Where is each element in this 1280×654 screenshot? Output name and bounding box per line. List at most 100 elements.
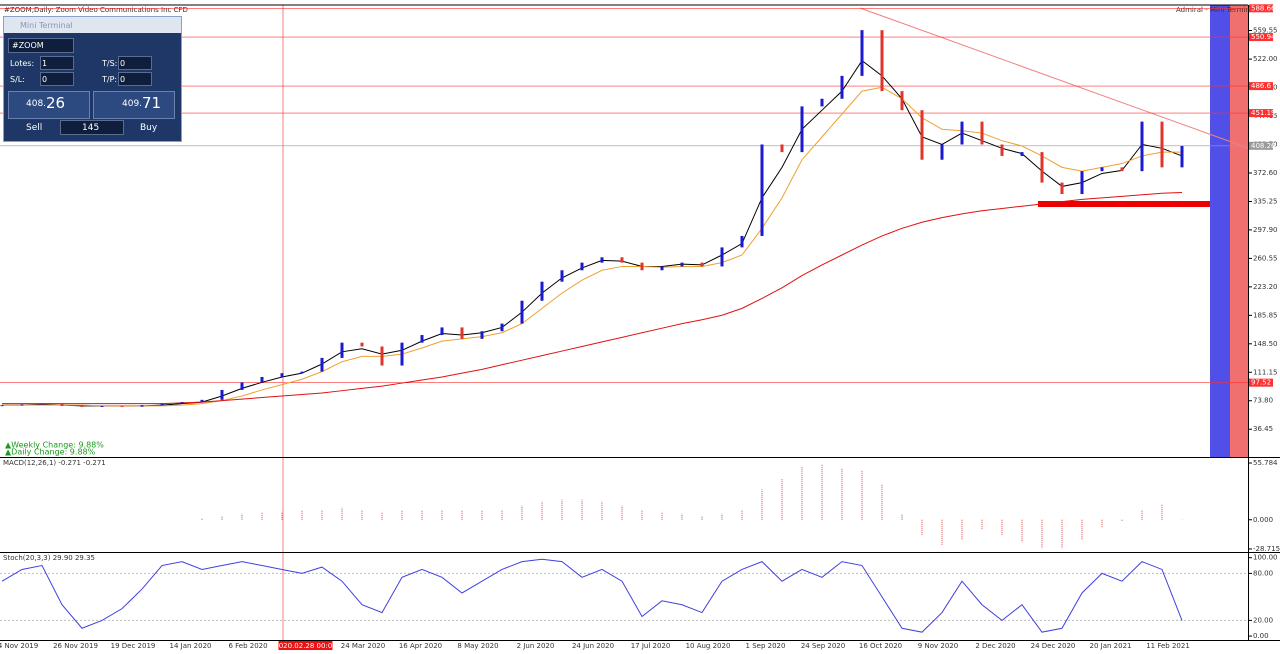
buy-price-box[interactable] xyxy=(93,91,175,119)
x-tick-label: 8 May 2020 xyxy=(457,642,498,650)
lots: 1 xyxy=(42,59,48,68)
candle xyxy=(260,376,264,383)
candle xyxy=(740,235,744,248)
candle xyxy=(820,98,824,107)
candle xyxy=(380,346,384,366)
candle xyxy=(600,257,604,263)
level-tag xyxy=(1249,378,1273,387)
level-label: 97.52 xyxy=(1251,379,1271,387)
buy-minor: 71 xyxy=(142,94,162,112)
candle xyxy=(1060,182,1064,195)
candle xyxy=(440,327,444,336)
lots-input[interactable] xyxy=(40,56,74,70)
candle xyxy=(300,371,304,374)
candle xyxy=(60,403,64,406)
y-tick-label: 73.80 xyxy=(1253,397,1273,405)
y-tick-label: 111.15 xyxy=(1253,368,1278,376)
candle xyxy=(340,342,344,358)
x-tick-label: 2 Dec 2020 xyxy=(975,642,1015,650)
x-tick-label: 19 Dec 2019 xyxy=(111,642,156,650)
tp: 0 xyxy=(120,75,126,84)
candle xyxy=(780,144,784,153)
symbol-select[interactable] xyxy=(8,38,74,53)
sell-button[interactable]: Sell xyxy=(26,123,43,133)
ts: 0 xyxy=(120,59,126,68)
level-tag xyxy=(1249,33,1273,42)
support-zone xyxy=(1038,201,1210,207)
candle xyxy=(0,405,4,407)
volume-input[interactable] xyxy=(60,120,124,135)
sl-input[interactable] xyxy=(40,72,74,86)
x-tick-label: 24 Jun 2020 xyxy=(572,642,614,650)
x-tick-label: 24 Dec 2020 xyxy=(1031,642,1076,650)
candle xyxy=(940,144,944,160)
candle xyxy=(480,331,484,339)
level-label: 550.94 xyxy=(1251,33,1276,41)
candle xyxy=(1020,152,1024,156)
brand: Admiral - Mini Terminal xyxy=(1176,6,1256,14)
candle xyxy=(640,262,644,271)
y-tick-label: 0.00 xyxy=(1253,632,1269,640)
buy-button[interactable]: Buy xyxy=(140,123,158,133)
y-tick-label: 559.55 xyxy=(1253,26,1278,34)
x-tick-label: 4 Nov 2019 xyxy=(0,642,38,650)
candle xyxy=(240,382,244,390)
y-tick-label: -28.715 xyxy=(1253,545,1280,553)
sl: 0 xyxy=(42,75,48,84)
tp-label: T/P: xyxy=(102,75,118,84)
x-tick-label: 20 Jan 2021 xyxy=(1090,642,1132,650)
level-tag xyxy=(1249,4,1273,13)
stoch-title: Stoch(20,3,3) 29.90 29.35 xyxy=(3,554,95,562)
x-tick-label: 14 Jan 2020 xyxy=(170,642,212,650)
level-label: 451.19 xyxy=(1251,109,1276,117)
y-tick-label: 297.90 xyxy=(1253,226,1278,234)
x-tick-label: 9 Nov 2020 xyxy=(918,642,958,650)
candle xyxy=(200,399,204,403)
y-tick-label: 80.00 xyxy=(1253,569,1273,577)
candle xyxy=(620,257,624,263)
candle xyxy=(680,262,684,267)
candle xyxy=(1120,167,1124,172)
candle xyxy=(220,389,224,400)
stoch-line xyxy=(1,558,1183,633)
x-tick-label: 2020.02.28 00:00 xyxy=(274,642,336,650)
window-title: #ZOOM,Daily: Zoom Video Communications I… xyxy=(4,6,188,14)
candle xyxy=(700,262,704,267)
candle xyxy=(400,342,404,366)
sell-price-box[interactable] xyxy=(8,91,90,119)
candle xyxy=(920,110,924,160)
candle xyxy=(720,247,724,267)
candle xyxy=(1100,167,1104,172)
candle xyxy=(500,323,504,332)
candle xyxy=(140,405,144,407)
candle xyxy=(20,404,24,406)
level-tag xyxy=(1249,109,1273,118)
candle xyxy=(660,266,664,271)
sl-label: S/L: xyxy=(10,75,25,84)
ts-input[interactable] xyxy=(118,56,152,70)
x-tick-label: 26 Nov 2019 xyxy=(53,642,98,650)
x-tick-label: 17 Jul 2020 xyxy=(631,642,671,650)
candle xyxy=(360,342,364,347)
y-tick-label: 0.000 xyxy=(1253,516,1273,524)
red-band xyxy=(1230,5,1248,457)
candle xyxy=(180,402,184,404)
candle xyxy=(1160,121,1164,168)
y-tick-label: 260.55 xyxy=(1253,254,1278,262)
daily-change: ▲Daily Change: 9.88% xyxy=(5,448,96,457)
candle xyxy=(760,144,764,236)
candle xyxy=(520,300,524,324)
candle xyxy=(980,121,984,145)
candle xyxy=(280,373,284,377)
y-tick-label: 335.25 xyxy=(1253,197,1278,205)
candle xyxy=(900,91,904,111)
y-tick-label: 185.85 xyxy=(1253,311,1278,319)
x-tick-label: 24 Sep 2020 xyxy=(801,642,845,650)
tp-input[interactable] xyxy=(118,72,152,86)
mini-terminal: Mini Terminal #ZOOM Lotes: 1 T/S: 0 S/L:… xyxy=(3,16,182,142)
y-tick-label: 36.45 xyxy=(1253,425,1273,433)
candle xyxy=(860,30,864,76)
x-tick-label: 10 Aug 2020 xyxy=(686,642,731,650)
x-tick-label: 16 Oct 2020 xyxy=(859,642,902,650)
